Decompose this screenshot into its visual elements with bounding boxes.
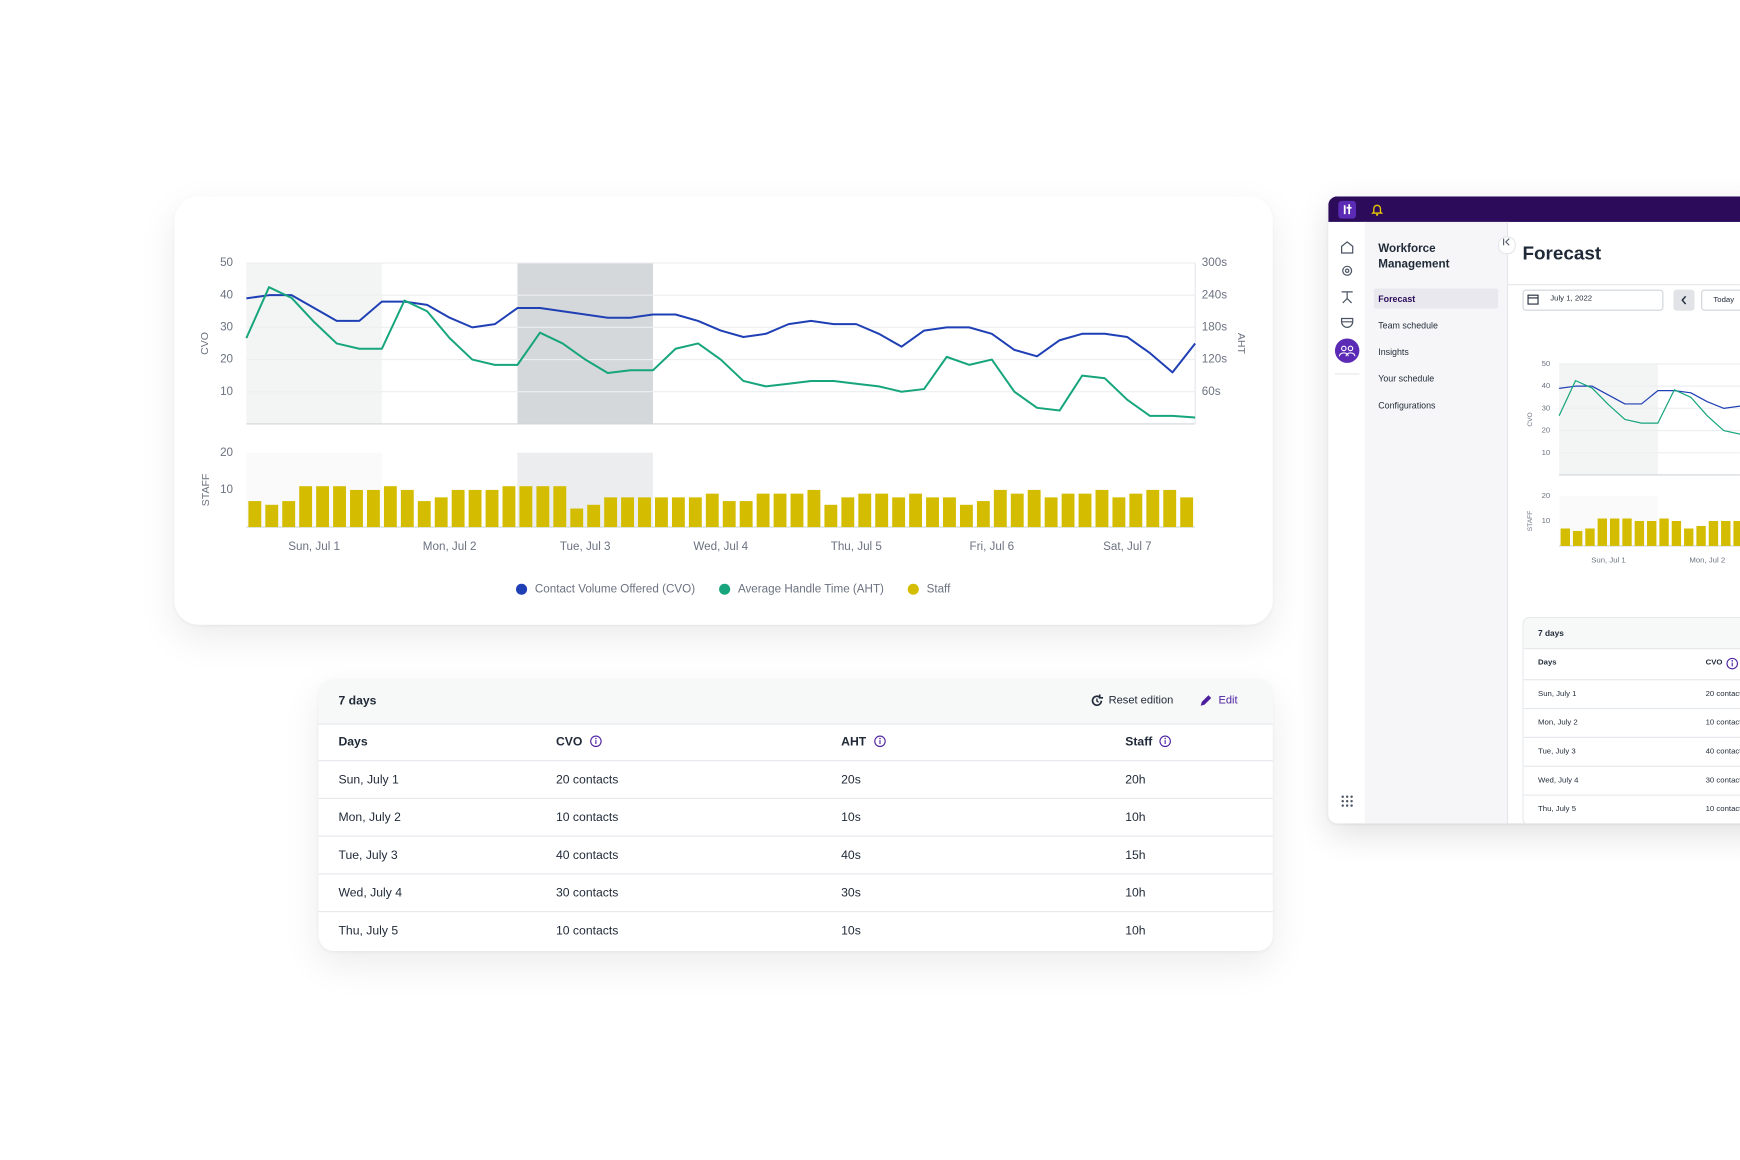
table-cell: 10 contacts <box>1705 805 1740 814</box>
apps-icon[interactable] <box>1341 795 1353 807</box>
nav-item-active-bg <box>1373 288 1499 309</box>
info-icon[interactable] <box>1159 735 1172 748</box>
date-input[interactable] <box>1522 289 1664 311</box>
rail-icons <box>1334 241 1360 807</box>
table-cell: 10h <box>1125 886 1146 900</box>
table-cell: 40 contacts <box>555 848 619 863</box>
table-cell: 40s <box>841 848 861 863</box>
table-title: 7 days <box>338 694 377 708</box>
row-divider <box>318 835 1273 837</box>
nav-item[interactable]: Forecast <box>1378 294 1416 305</box>
row-divider <box>1523 707 1740 710</box>
table-cell: 30 contacts <box>1705 776 1740 785</box>
table-cell: Thu, July 5 <box>338 924 399 938</box>
inbox-icon[interactable] <box>1341 317 1354 328</box>
table-cell: 30s <box>841 886 861 900</box>
row-divider <box>1523 794 1740 796</box>
nav-item[interactable]: Configurations <box>1378 400 1436 411</box>
table-cell: 10h <box>1125 924 1146 938</box>
table-cell: 30 contacts <box>555 886 619 900</box>
table-cell: Wed, July 4 <box>1538 776 1579 785</box>
column-header: CVO <box>555 735 583 750</box>
table-cell: 40 contacts <box>1705 747 1740 756</box>
info-icon[interactable] <box>589 735 602 748</box>
row-divider <box>1523 679 1740 681</box>
chart-card <box>174 196 1273 625</box>
table-cell: 20h <box>1125 773 1146 787</box>
table-cell: Mon, July 2 <box>338 811 401 825</box>
table-cell: 10 contacts <box>1705 719 1740 727</box>
table-cell: Wed, July 4 <box>338 886 403 900</box>
column-header: Staff <box>1125 735 1153 750</box>
nav-item[interactable]: Team schedule <box>1378 320 1438 331</box>
row-divider <box>318 760 1273 762</box>
bell-icon[interactable] <box>1370 203 1384 216</box>
table-cell: 15h <box>1125 848 1146 863</box>
nav-item[interactable]: Insights <box>1378 347 1409 358</box>
logo[interactable] <box>1338 200 1357 219</box>
collapse-icon <box>1503 238 1510 246</box>
reset-icon[interactable] <box>1090 694 1104 708</box>
row-divider <box>318 873 1273 875</box>
settings-icon[interactable] <box>1342 265 1353 276</box>
prev-button[interactable] <box>1673 289 1695 311</box>
table-cell: Sun, July 1 <box>1538 690 1577 698</box>
app-window: Workforce Management Forecast Team schedu… <box>1328 196 1740 824</box>
info-icon[interactable] <box>873 735 886 748</box>
table-card: 7 days Reset edition Edit Days CVO AHT Staf… <box>318 679 1273 952</box>
column-header: AHT <box>841 735 867 750</box>
top-bar <box>1328 196 1740 222</box>
edit-icon[interactable] <box>1198 694 1212 708</box>
chevron-icon <box>1681 295 1687 305</box>
date-value: July 1, 2022 <box>1550 295 1593 303</box>
people-icon[interactable] <box>1334 338 1360 363</box>
table-cell: 10s <box>841 924 861 938</box>
flow-icon[interactable] <box>1341 291 1353 304</box>
nav-item[interactable]: Your schedule <box>1378 373 1435 384</box>
row-divider <box>1523 736 1740 738</box>
info-icon[interactable] <box>1726 657 1739 670</box>
table-cell: Thu, July 5 <box>1538 805 1577 814</box>
mini-table-title: 7 days <box>1538 628 1564 639</box>
table-cell: 10 contacts <box>555 811 619 825</box>
table-cell: 10h <box>1125 811 1146 825</box>
home-icon[interactable] <box>1341 241 1354 254</box>
row-divider <box>318 797 1273 799</box>
table-cell: 10s <box>841 811 861 825</box>
table-cell: Sun, July 1 <box>338 773 399 787</box>
table-cell: Tue, July 3 <box>338 848 398 863</box>
logo-mark <box>1343 204 1352 215</box>
mini-table-header <box>1523 618 1740 650</box>
table-header-bar <box>318 679 1273 725</box>
nav-title: Workforce Management <box>1378 241 1450 271</box>
table-cell: 10 contacts <box>555 924 619 938</box>
page-title: Forecast <box>1522 243 1602 265</box>
calendar-icon <box>1527 294 1539 305</box>
table-cell: 20 contacts <box>1705 690 1740 698</box>
table-cell: Tue, July 3 <box>1538 747 1576 756</box>
mini-table: 7 days Days CVO Sun, July 1 20 contacts Mon,… <box>1522 616 1740 824</box>
divider <box>1508 284 1740 286</box>
reset-button[interactable]: Reset edition <box>1108 694 1174 707</box>
column-header: CVO <box>1705 659 1723 667</box>
column-header: Days <box>1538 659 1557 667</box>
column-header: Days <box>338 735 368 750</box>
row-divider <box>1523 765 1740 767</box>
table-cell: 20s <box>841 773 861 787</box>
table-cell: Mon, July 2 <box>1538 719 1578 727</box>
edit-button[interactable]: Edit <box>1218 694 1238 707</box>
row-divider <box>318 911 1273 913</box>
today-button[interactable]: Today <box>1701 289 1740 311</box>
collapse-button[interactable] <box>1498 236 1516 255</box>
nav-panel <box>1364 221 1509 824</box>
table-cell: 20 contacts <box>555 773 619 787</box>
